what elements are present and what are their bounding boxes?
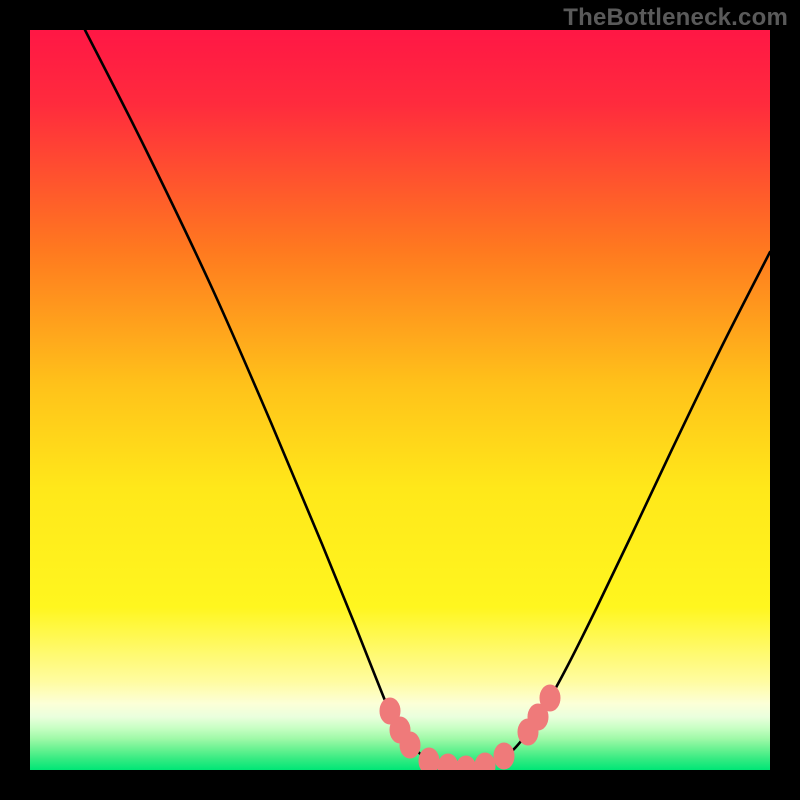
chart-svg: [30, 30, 770, 770]
chart-frame: TheBottleneck.com: [0, 0, 800, 800]
data-marker: [400, 732, 420, 758]
data-marker: [419, 748, 439, 770]
watermark-text: TheBottleneck.com: [563, 4, 788, 32]
data-marker: [540, 685, 560, 711]
data-marker: [494, 743, 514, 769]
plot-area: [30, 30, 770, 770]
